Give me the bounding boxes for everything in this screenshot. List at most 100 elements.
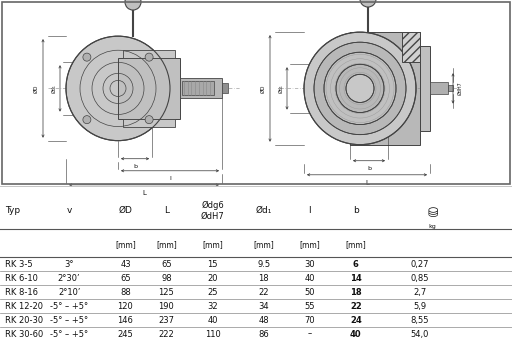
Text: Ød₁: Ød₁ — [255, 206, 272, 215]
Text: Typ: Typ — [5, 206, 20, 215]
Text: kg: kg — [429, 224, 437, 229]
Text: ⛁: ⛁ — [428, 207, 438, 220]
Circle shape — [336, 64, 384, 113]
Text: b: b — [367, 166, 371, 171]
Text: 245: 245 — [118, 329, 133, 339]
Text: 40: 40 — [207, 315, 218, 325]
Circle shape — [314, 42, 406, 135]
Text: 55: 55 — [305, 301, 315, 311]
Text: 43: 43 — [120, 260, 131, 269]
Text: L: L — [164, 206, 169, 215]
Text: 48: 48 — [259, 315, 269, 325]
Bar — [222, 84, 228, 93]
Text: RK 6-10: RK 6-10 — [5, 274, 38, 283]
Text: 190: 190 — [159, 301, 174, 311]
Text: 22: 22 — [259, 287, 269, 297]
Circle shape — [145, 53, 153, 61]
Text: RK 8-16: RK 8-16 — [5, 287, 38, 297]
Text: ØD: ØD — [261, 84, 266, 93]
Text: 24: 24 — [350, 315, 361, 325]
Text: RK 12-20: RK 12-20 — [5, 301, 43, 311]
Circle shape — [83, 53, 91, 61]
Bar — [118, 58, 180, 119]
Text: [mm]: [mm] — [346, 240, 366, 249]
Text: 0,85: 0,85 — [411, 274, 429, 283]
Text: 5,9: 5,9 — [413, 301, 426, 311]
Text: [mm]: [mm] — [253, 240, 274, 249]
Text: 8,55: 8,55 — [411, 315, 429, 325]
Text: 14: 14 — [350, 274, 361, 283]
Bar — [350, 32, 420, 145]
Circle shape — [145, 116, 153, 124]
Circle shape — [346, 74, 374, 102]
Text: 2,7: 2,7 — [413, 287, 426, 297]
Bar — [402, 32, 420, 62]
Text: 30: 30 — [305, 260, 315, 269]
Text: -5° – +5°: -5° – +5° — [50, 301, 88, 311]
Text: 6: 6 — [353, 260, 359, 269]
Text: [mm]: [mm] — [115, 240, 136, 249]
Bar — [123, 119, 175, 127]
Circle shape — [125, 0, 141, 10]
Text: Ød₁: Ød₁ — [279, 84, 284, 93]
Text: 125: 125 — [159, 287, 174, 297]
Text: L: L — [142, 190, 146, 196]
Bar — [420, 46, 430, 131]
Circle shape — [324, 52, 396, 124]
Text: Ød₁: Ød₁ — [52, 84, 56, 93]
Text: v: v — [67, 206, 72, 215]
Text: 120: 120 — [118, 301, 133, 311]
Text: [mm]: [mm] — [156, 240, 177, 249]
Bar — [180, 78, 222, 99]
Text: 22: 22 — [350, 301, 361, 311]
Text: 54,0: 54,0 — [411, 329, 429, 339]
Text: 15: 15 — [207, 260, 218, 269]
Text: -5° – +5°: -5° – +5° — [50, 315, 88, 325]
Text: [mm]: [mm] — [300, 240, 320, 249]
Text: L: L — [365, 180, 369, 186]
Text: 18: 18 — [350, 287, 361, 297]
Text: 237: 237 — [158, 315, 175, 325]
Text: RK 20-30: RK 20-30 — [5, 315, 43, 325]
Text: 2°10’: 2°10’ — [58, 287, 80, 297]
Bar — [430, 83, 448, 94]
Circle shape — [66, 36, 170, 140]
Text: RK 30-60: RK 30-60 — [5, 329, 44, 339]
Text: l: l — [308, 206, 311, 215]
Text: 20: 20 — [207, 274, 218, 283]
Text: 34: 34 — [259, 301, 269, 311]
Text: 9.5: 9.5 — [257, 260, 270, 269]
Text: Ødg6
ØdH7: Ødg6 ØdH7 — [201, 201, 224, 221]
Text: 0,27: 0,27 — [411, 260, 429, 269]
Text: ØD: ØD — [33, 84, 38, 93]
Text: 25: 25 — [207, 287, 218, 297]
Text: ØD: ØD — [118, 206, 133, 215]
Text: RK 3-5: RK 3-5 — [5, 260, 33, 269]
Text: 110: 110 — [205, 329, 220, 339]
Circle shape — [304, 32, 416, 145]
Text: 40: 40 — [305, 274, 315, 283]
Text: 2°30’: 2°30’ — [58, 274, 80, 283]
Text: ØdH7: ØdH7 — [458, 81, 462, 95]
Text: 50: 50 — [305, 287, 315, 297]
Text: [mm]: [mm] — [202, 240, 223, 249]
Text: –: – — [308, 329, 312, 339]
Text: 40: 40 — [350, 329, 361, 339]
Text: b: b — [133, 164, 137, 169]
Text: 70: 70 — [305, 315, 315, 325]
Text: 65: 65 — [161, 260, 172, 269]
Text: 65: 65 — [120, 274, 131, 283]
Text: 146: 146 — [117, 315, 134, 325]
Text: 98: 98 — [161, 274, 172, 283]
Circle shape — [360, 0, 376, 7]
Text: 86: 86 — [259, 329, 269, 339]
Bar — [182, 81, 214, 95]
Text: 222: 222 — [159, 329, 174, 339]
Text: 3°: 3° — [65, 260, 74, 269]
Text: 88: 88 — [120, 287, 131, 297]
Bar — [448, 85, 453, 91]
Circle shape — [83, 116, 91, 124]
Text: 32: 32 — [207, 301, 218, 311]
Text: b: b — [353, 206, 359, 215]
Bar — [123, 50, 175, 58]
